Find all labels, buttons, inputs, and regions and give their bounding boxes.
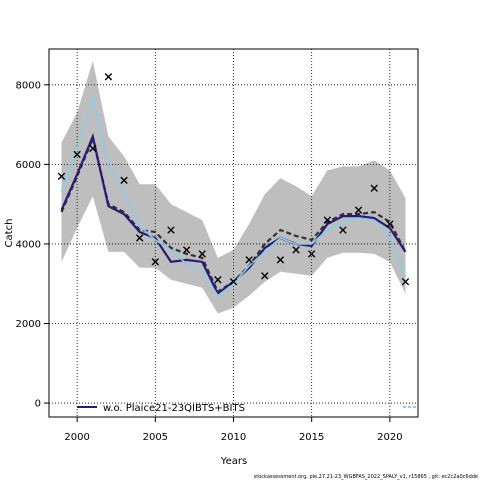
observation-point [135, 234, 144, 242]
observation-point [104, 73, 113, 81]
observation-point [386, 220, 394, 228]
observation-point [276, 256, 285, 264]
footer-credit: stockassessment.org, ple.27.21-23_WGBFAS… [254, 474, 478, 480]
observation-point [229, 278, 238, 286]
observation-point [354, 206, 363, 214]
observation-point [292, 246, 300, 254]
y-axis-title: Catch [4, 219, 15, 248]
observation-point [182, 246, 191, 254]
observation-point [214, 276, 222, 284]
confidence-band-layer [61, 60, 406, 314]
grid-layer [49, 49, 418, 417]
fitted-line [60, 95, 407, 297]
observation-point [198, 250, 206, 258]
x-tick-label: 2005 [143, 432, 168, 443]
x-axis: 2000 2005 2010 2015 2020 [64, 417, 403, 443]
observation-point [401, 278, 410, 286]
y-tick-label: 6000 [16, 160, 41, 171]
x-tick-label: 2000 [64, 432, 89, 443]
legend: w.o. Plaice21-23QIBTS+BITS [77, 403, 245, 414]
observation-point [120, 176, 128, 184]
observation-layer [57, 73, 410, 286]
observation-point [370, 184, 378, 192]
legend-label: w.o. Plaice21-23QIBTS+BITS [103, 403, 245, 414]
y-axis: 0 2000 4000 6000 8000 [16, 80, 49, 410]
observation-point [57, 172, 66, 181]
observation-point [89, 144, 97, 153]
observation-point [307, 250, 316, 258]
observation-point [339, 226, 347, 234]
x-axis-title: Years [220, 456, 247, 467]
x-tick-label: 2020 [377, 432, 402, 443]
y-tick-label: 8000 [16, 80, 41, 91]
observation-point [167, 226, 175, 234]
plot-area [48, 48, 419, 418]
observation-point [261, 272, 269, 280]
x-tick-label: 2015 [299, 432, 324, 443]
observation-point [245, 256, 253, 264]
x-tick-label: 2010 [221, 432, 246, 443]
y-tick-label: 2000 [16, 319, 41, 330]
observation-point [323, 216, 332, 224]
observation-point [73, 150, 81, 159]
y-tick-label: 4000 [16, 239, 41, 250]
confidence-band [61, 60, 406, 314]
y-tick-label: 0 [35, 399, 41, 410]
observation-point [151, 258, 160, 266]
